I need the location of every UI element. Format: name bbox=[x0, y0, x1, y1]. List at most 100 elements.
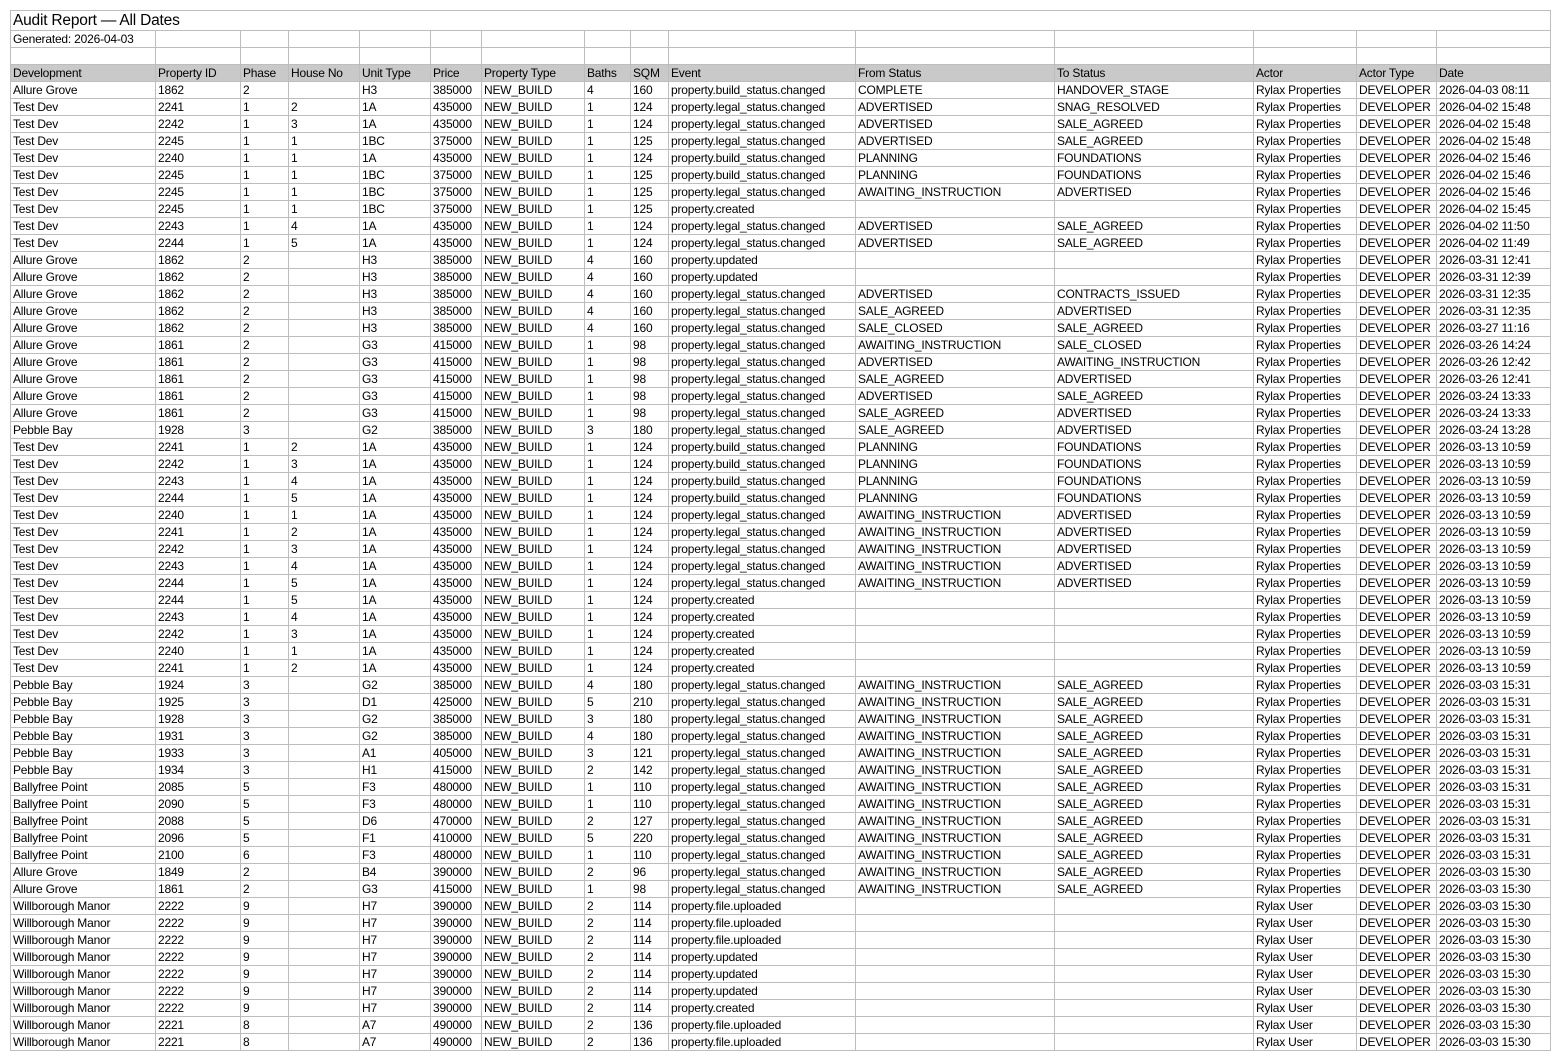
cell-event[interactable]: property.legal_status.changed bbox=[668, 523, 856, 541]
cell-actor[interactable]: Rylax Properties bbox=[1253, 710, 1357, 728]
cell-property-type[interactable]: NEW_BUILD bbox=[481, 336, 585, 354]
cell-development[interactable]: Allure Grove bbox=[10, 387, 156, 405]
cell-from-status[interactable]: AWAITING_INSTRUCTION bbox=[855, 183, 1055, 201]
cell-unit-type[interactable]: G3 bbox=[359, 336, 431, 354]
cell-house-no[interactable]: 1 bbox=[288, 642, 360, 660]
cell-development[interactable]: Ballyfree Point bbox=[10, 812, 156, 830]
cell-property-type[interactable]: NEW_BUILD bbox=[481, 353, 585, 371]
cell-price[interactable]: 435000 bbox=[430, 523, 482, 541]
cell-sqm[interactable]: 125 bbox=[630, 183, 669, 201]
cell-date[interactable]: 2026-03-13 10:59 bbox=[1436, 659, 1551, 677]
cell-development[interactable]: Test Dev bbox=[10, 489, 156, 507]
cell-to-status[interactable]: CONTRACTS_ISSUED bbox=[1054, 285, 1254, 303]
cell-to-status[interactable]: SALE_AGREED bbox=[1054, 387, 1254, 405]
cell-date[interactable]: 2026-03-13 10:59 bbox=[1436, 455, 1551, 473]
cell-unit-type[interactable]: 1BC bbox=[359, 183, 431, 201]
cell-actor-type[interactable]: DEVELOPER bbox=[1356, 489, 1437, 507]
cell-to-status[interactable]: SALE_AGREED bbox=[1054, 880, 1254, 898]
cell-event[interactable]: property.legal_status.changed bbox=[668, 778, 856, 796]
cell-to-status[interactable]: HANDOVER_STAGE bbox=[1054, 81, 1254, 99]
cell-phase[interactable]: 1 bbox=[240, 625, 289, 643]
cell-sqm[interactable]: 136 bbox=[630, 1016, 669, 1034]
column-header-unit-type[interactable]: Unit Type bbox=[359, 64, 431, 82]
empty-cell[interactable] bbox=[1253, 47, 1357, 65]
cell-to-status[interactable] bbox=[1054, 999, 1254, 1017]
cell-house-no[interactable]: 1 bbox=[288, 183, 360, 201]
cell-actor[interactable]: Rylax Properties bbox=[1253, 727, 1357, 745]
empty-cell[interactable] bbox=[430, 30, 482, 48]
cell-house-no[interactable] bbox=[288, 302, 360, 320]
cell-date[interactable]: 2026-03-03 15:30 bbox=[1436, 914, 1551, 932]
cell-property-type[interactable]: NEW_BUILD bbox=[481, 1016, 585, 1034]
cell-development[interactable]: Test Dev bbox=[10, 166, 156, 184]
cell-baths[interactable]: 1 bbox=[584, 132, 631, 150]
cell-actor[interactable]: Rylax Properties bbox=[1253, 115, 1357, 133]
cell-unit-type[interactable]: 1A bbox=[359, 149, 431, 167]
cell-to-status[interactable] bbox=[1054, 1016, 1254, 1034]
cell-date[interactable]: 2026-03-03 15:31 bbox=[1436, 744, 1551, 762]
cell-property-type[interactable]: NEW_BUILD bbox=[481, 81, 585, 99]
empty-cell[interactable] bbox=[1436, 30, 1551, 48]
empty-cell[interactable] bbox=[240, 30, 289, 48]
cell-unit-type[interactable]: 1BC bbox=[359, 132, 431, 150]
cell-unit-type[interactable]: 1A bbox=[359, 506, 431, 524]
empty-cell[interactable] bbox=[155, 47, 241, 65]
cell-phase[interactable]: 2 bbox=[240, 387, 289, 405]
cell-development[interactable]: Test Dev bbox=[10, 234, 156, 252]
cell-unit-type[interactable]: F1 bbox=[359, 829, 431, 847]
cell-actor[interactable]: Rylax Properties bbox=[1253, 761, 1357, 779]
cell-baths[interactable]: 1 bbox=[584, 166, 631, 184]
cell-from-status[interactable]: ADVERTISED bbox=[855, 132, 1055, 150]
cell-actor-type[interactable]: DEVELOPER bbox=[1356, 591, 1437, 609]
cell-actor[interactable]: Rylax Properties bbox=[1253, 506, 1357, 524]
cell-phase[interactable]: 2 bbox=[240, 81, 289, 99]
cell-event[interactable]: property.legal_status.changed bbox=[668, 132, 856, 150]
cell-property-type[interactable]: NEW_BUILD bbox=[481, 795, 585, 813]
cell-baths[interactable]: 4 bbox=[584, 319, 631, 337]
empty-cell[interactable] bbox=[584, 30, 631, 48]
cell-to-status[interactable]: SALE_AGREED bbox=[1054, 829, 1254, 847]
cell-date[interactable]: 2026-03-03 15:31 bbox=[1436, 778, 1551, 796]
cell-house-no[interactable]: 1 bbox=[288, 200, 360, 218]
cell-actor[interactable]: Rylax Properties bbox=[1253, 489, 1357, 507]
cell-development[interactable]: Allure Grove bbox=[10, 268, 156, 286]
cell-price[interactable]: 435000 bbox=[430, 234, 482, 252]
empty-cell[interactable] bbox=[481, 47, 585, 65]
cell-from-status[interactable]: AWAITING_INSTRUCTION bbox=[855, 812, 1055, 830]
cell-actor[interactable]: Rylax Properties bbox=[1253, 438, 1357, 456]
cell-house-no[interactable] bbox=[288, 404, 360, 422]
cell-from-status[interactable]: SALE_AGREED bbox=[855, 370, 1055, 388]
cell-price[interactable]: 385000 bbox=[430, 251, 482, 269]
cell-actor-type[interactable]: DEVELOPER bbox=[1356, 1016, 1437, 1034]
cell-property-type[interactable]: NEW_BUILD bbox=[481, 591, 585, 609]
cell-to-status[interactable]: ADVERTISED bbox=[1054, 404, 1254, 422]
empty-cell[interactable] bbox=[288, 30, 360, 48]
cell-phase[interactable]: 9 bbox=[240, 897, 289, 915]
cell-actor-type[interactable]: DEVELOPER bbox=[1356, 523, 1437, 541]
cell-house-no[interactable]: 5 bbox=[288, 489, 360, 507]
cell-baths[interactable]: 4 bbox=[584, 81, 631, 99]
cell-from-status[interactable]: PLANNING bbox=[855, 489, 1055, 507]
cell-phase[interactable]: 1 bbox=[240, 540, 289, 558]
cell-actor-type[interactable]: DEVELOPER bbox=[1356, 183, 1437, 201]
cell-to-status[interactable] bbox=[1054, 608, 1254, 626]
cell-date[interactable]: 2026-03-03 15:31 bbox=[1436, 727, 1551, 745]
cell-to-status[interactable]: ADVERTISED bbox=[1054, 302, 1254, 320]
cell-property-type[interactable]: NEW_BUILD bbox=[481, 115, 585, 133]
cell-actor-type[interactable]: DEVELOPER bbox=[1356, 438, 1437, 456]
cell-property-type[interactable]: NEW_BUILD bbox=[481, 302, 585, 320]
cell-actor[interactable]: Rylax Properties bbox=[1253, 166, 1357, 184]
cell-from-status[interactable]: ADVERTISED bbox=[855, 353, 1055, 371]
cell-to-status[interactable] bbox=[1054, 268, 1254, 286]
cell-price[interactable]: 385000 bbox=[430, 710, 482, 728]
cell-sqm[interactable]: 125 bbox=[630, 166, 669, 184]
cell-sqm[interactable]: 160 bbox=[630, 81, 669, 99]
cell-actor-type[interactable]: DEVELOPER bbox=[1356, 829, 1437, 847]
cell-from-status[interactable] bbox=[855, 965, 1055, 983]
cell-to-status[interactable] bbox=[1054, 897, 1254, 915]
cell-unit-type[interactable]: G2 bbox=[359, 710, 431, 728]
cell-sqm[interactable]: 160 bbox=[630, 285, 669, 303]
cell-event[interactable]: property.legal_status.changed bbox=[668, 880, 856, 898]
cell-unit-type[interactable]: H7 bbox=[359, 982, 431, 1000]
cell-price[interactable]: 385000 bbox=[430, 268, 482, 286]
